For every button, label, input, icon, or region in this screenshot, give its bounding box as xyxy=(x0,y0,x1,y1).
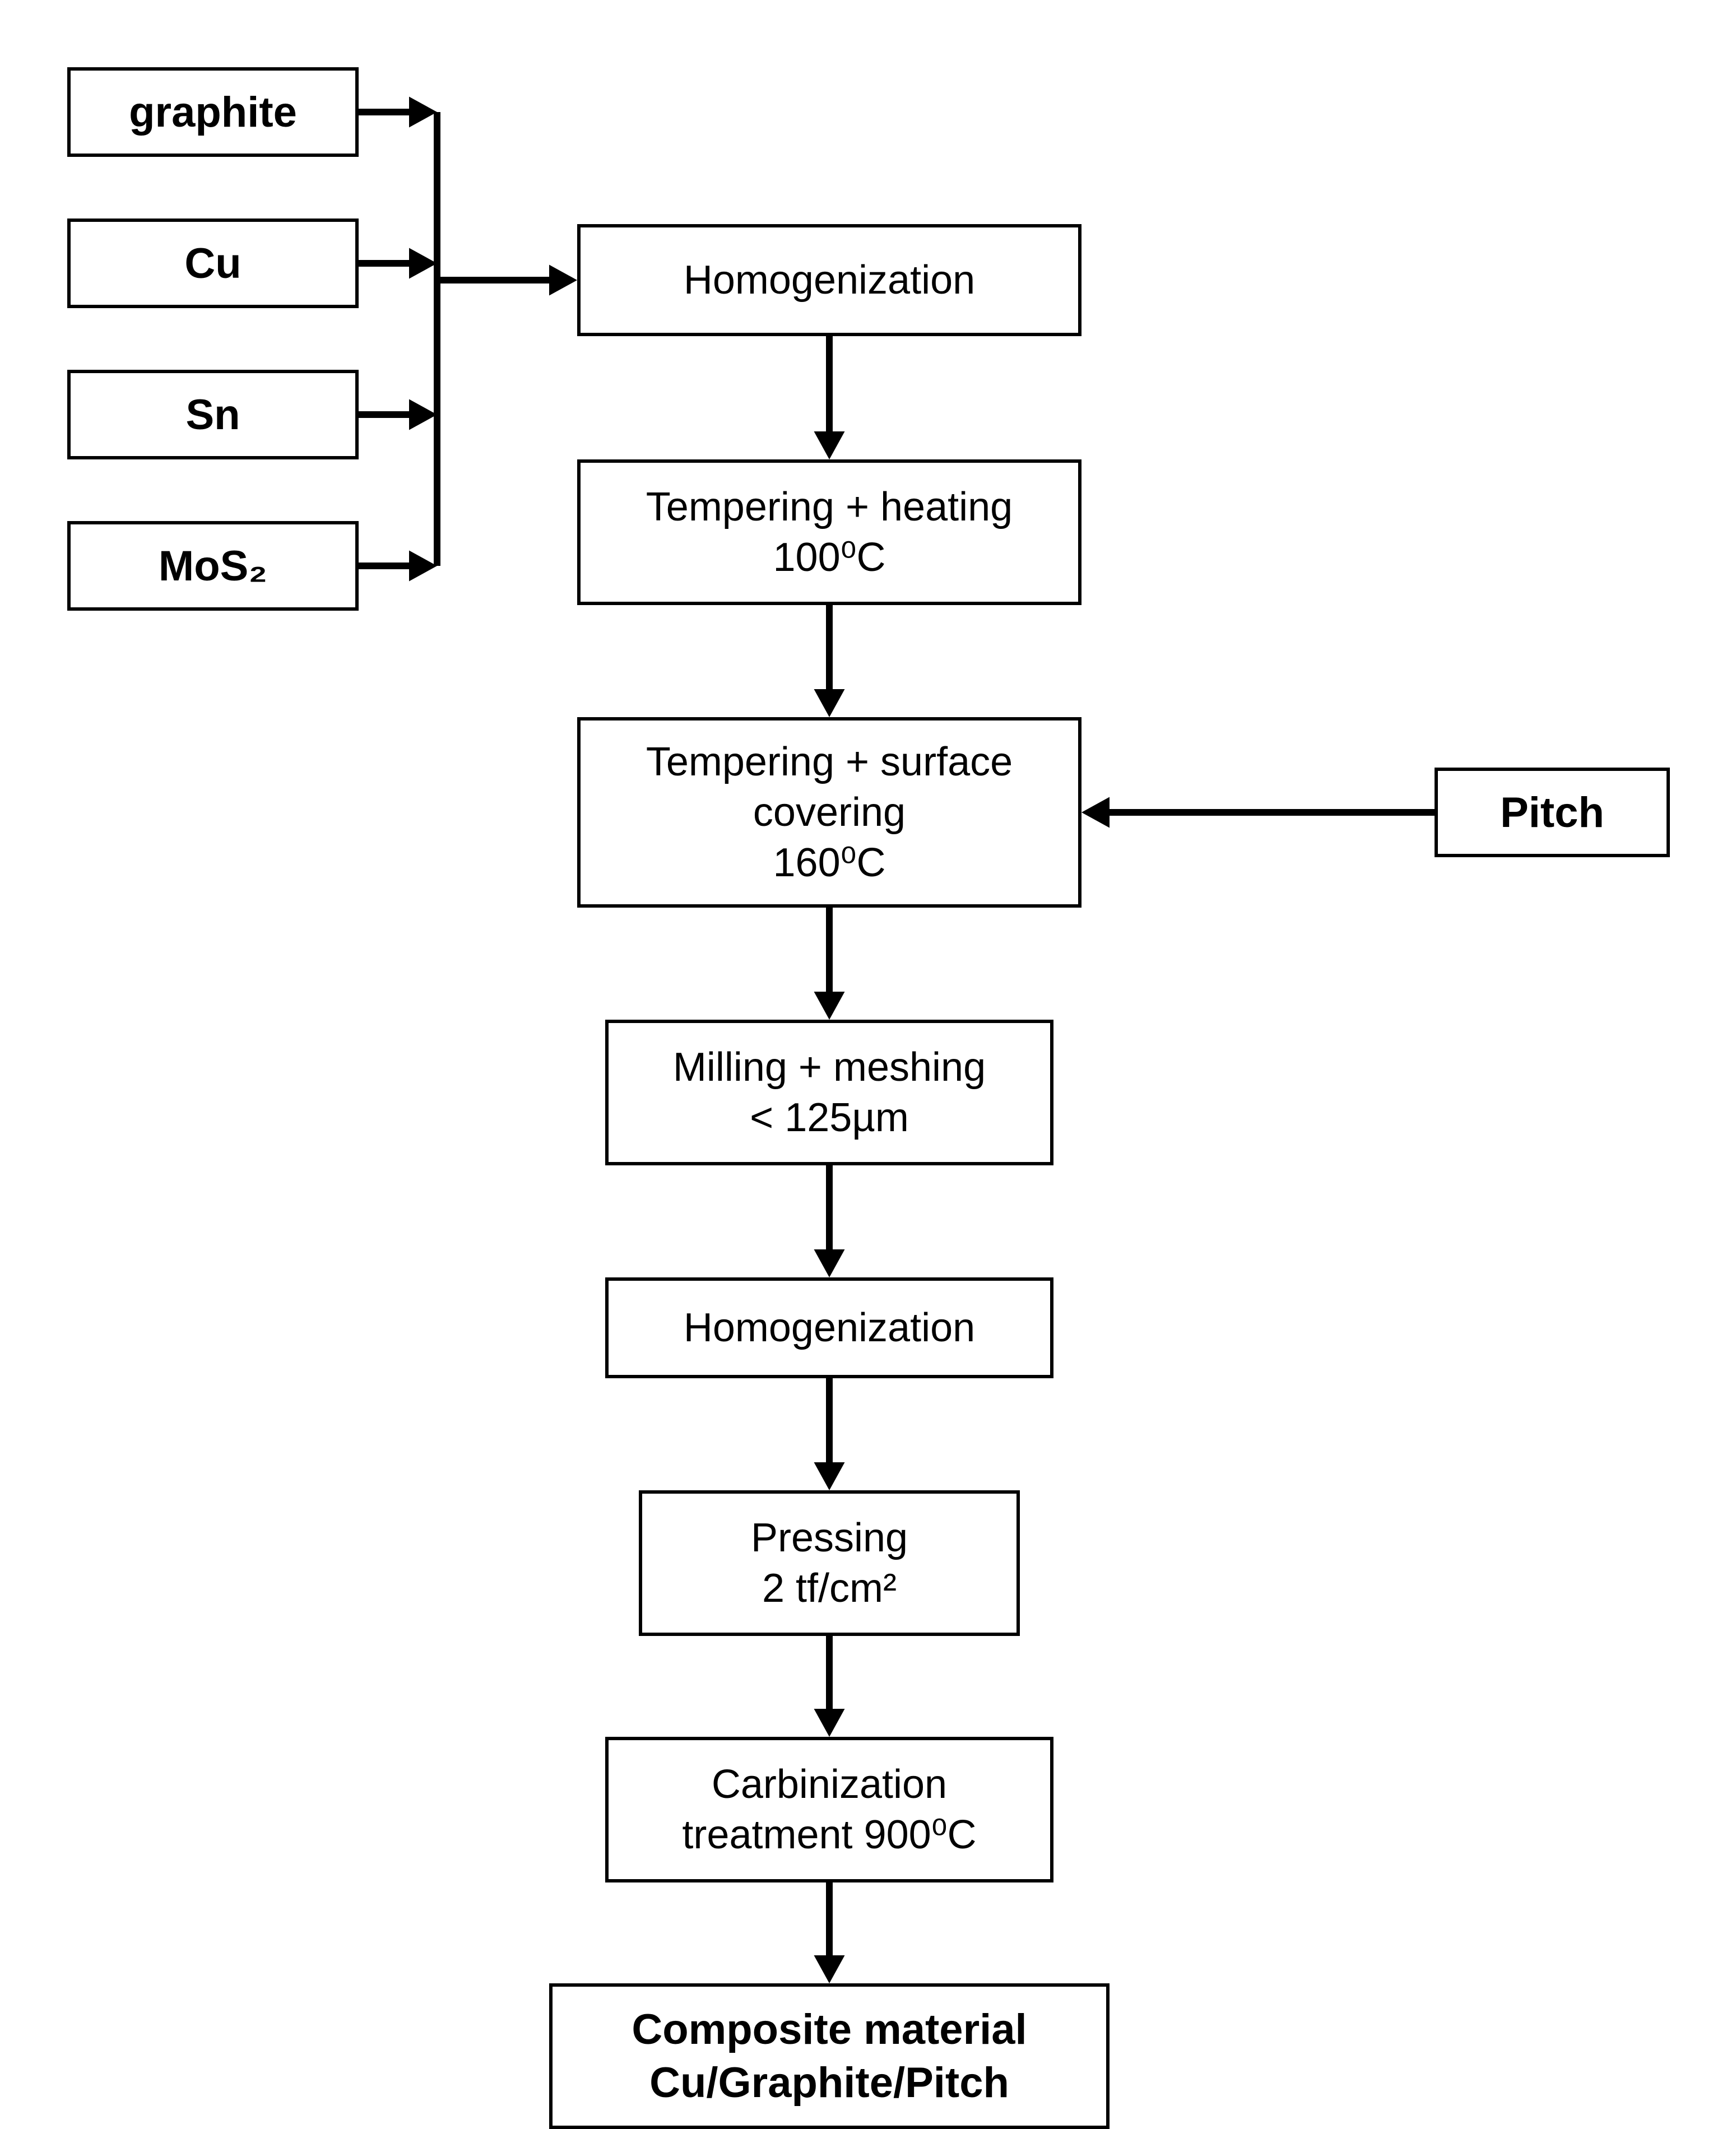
edge-tempheat-to-surfcov-arrowhead xyxy=(814,689,845,717)
edge-milling-to-homog2-arrowhead xyxy=(814,1249,845,1277)
flowchart-edges xyxy=(0,0,1736,2127)
edge-bus-to-homog1-arrowhead xyxy=(549,265,577,296)
edge-homog1-to-tempheat-arrowhead xyxy=(814,431,845,459)
edge-mos2-to-bus-arrowhead xyxy=(409,551,437,582)
edge-pitch-to-surfcov-arrowhead xyxy=(1081,797,1110,828)
edge-sn-to-bus-arrowhead xyxy=(409,399,437,430)
edge-pressing-to-carb-arrowhead xyxy=(814,1709,845,1737)
edge-graphite-to-bus-arrowhead xyxy=(409,97,437,128)
edge-carb-to-result-arrowhead xyxy=(814,1955,845,1983)
edge-cu-to-bus-arrowhead xyxy=(409,248,437,279)
flowchart-canvas: graphiteCuSnMoS₂HomogenizationTempering … xyxy=(0,0,1736,2127)
edge-homog2-to-pressing-arrowhead xyxy=(814,1462,845,1490)
edge-surfcov-to-milling-arrowhead xyxy=(814,992,845,1020)
